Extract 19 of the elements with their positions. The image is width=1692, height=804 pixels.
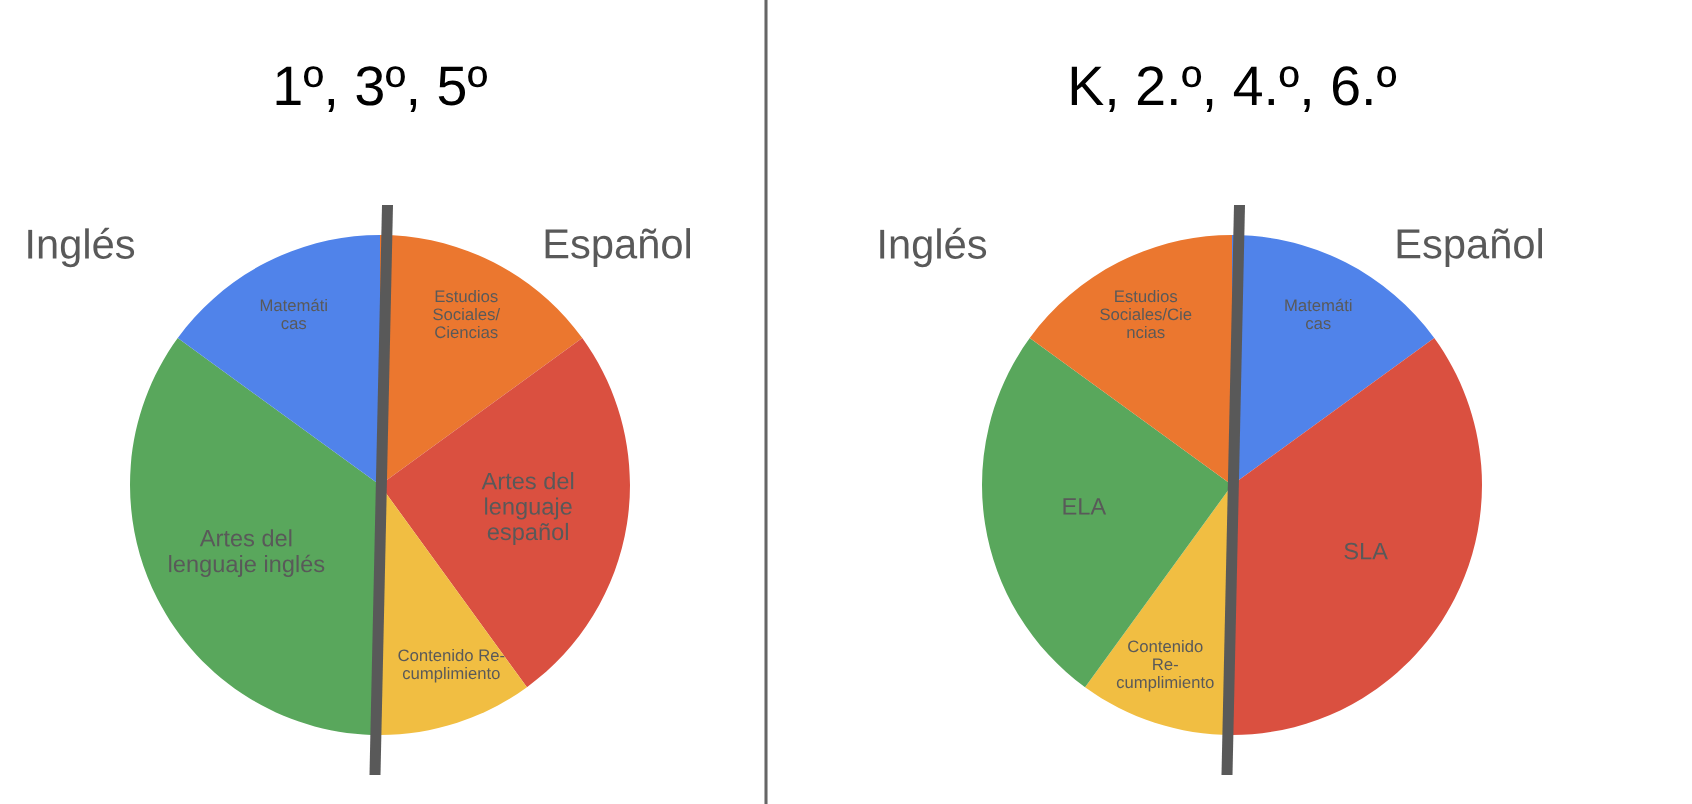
slice-label: SLA [1344,542,1388,560]
slice-label: Contenido Re- cumplimiento [1116,639,1214,692]
text: Inglés [28,227,135,268]
pie-slice [1232,338,1482,735]
slice-label: Matemáti cas [260,298,327,330]
slice-label: Contenido Re- cumplimiento [398,648,505,683]
chart-title: K, 2.º, 4.º, 6.º [1071,66,1397,113]
slice-label: ELA [1063,498,1107,515]
text: Inglés [880,227,987,268]
text: Español [545,228,690,267]
slice-label: Estudios Sociales/ Ciencias [433,289,501,339]
slice-label: Artes del lenguaje inglés [169,529,325,577]
chart-title: 1º, 3º, 5º [276,66,487,113]
text: Español [1397,228,1542,267]
pie-slice [1029,235,1232,485]
slice-label: Estudios Sociales/Cie ncias [1100,289,1192,339]
slice-label: Artes del lenguaje español [481,472,574,545]
slice-label: Matemáti cas [1285,298,1352,330]
pie-slice [177,235,380,485]
